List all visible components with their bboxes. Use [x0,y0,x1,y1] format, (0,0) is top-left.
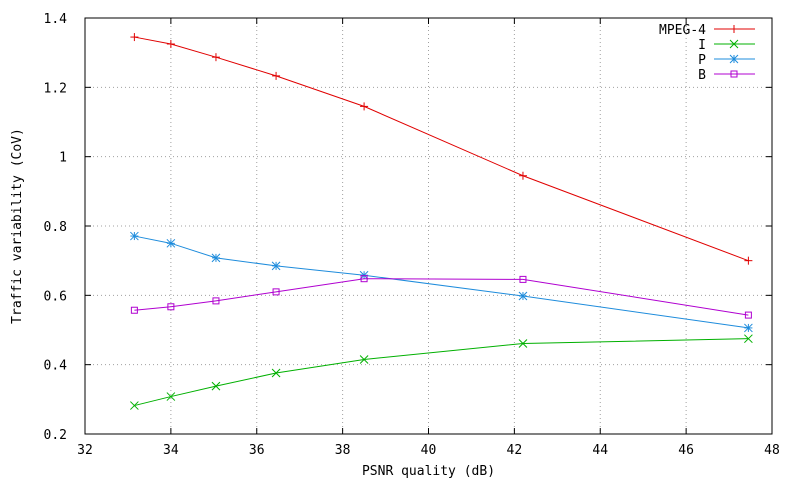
legend-label: MPEG-4 [659,23,706,38]
data-point [744,311,752,319]
legend-marker [729,39,739,49]
data-point [130,33,139,42]
data-point [519,275,527,283]
legend-marker [730,25,738,33]
data-point [166,392,176,401]
x-tick-label: 38 [335,443,351,458]
series-p [130,231,753,333]
data-point [360,275,368,283]
data-point [211,253,221,263]
data-point [130,306,138,314]
y-tick-label: 0.4 [44,359,68,374]
x-tick-label: 36 [249,443,265,458]
data-point [518,171,527,180]
data-point [211,381,221,391]
data-point [518,339,528,348]
y-tick-label: 0.8 [44,220,67,235]
y-tick-label: 1.4 [44,12,68,27]
data-point [744,334,753,344]
x-tick-label: 46 [678,443,694,458]
ticks: 32 34 36 38 40 42 44 46 48 0.2 0.4 0.6 0.8 1 1.2 1.4 [44,12,780,458]
legend-marker [729,54,739,64]
x-axis-title: PSNR quality (dB) [362,464,495,479]
series-i [130,334,753,410]
data-point [271,261,281,271]
data-point [211,53,220,62]
legend-label: I [698,38,706,53]
series-b [130,275,752,319]
data-point [744,323,753,333]
y-tick-label: 0.2 [44,428,67,443]
data-point [272,71,281,80]
y-tick-label: 0.6 [44,289,67,304]
series-layer [130,33,753,410]
x-tick-label: 42 [507,443,523,458]
data-point [167,303,175,311]
legend-marker [730,70,738,78]
data-point [272,288,280,296]
data-point [166,238,176,248]
data-point [744,256,753,265]
series-line [134,278,749,316]
data-point [130,401,139,410]
data-point [360,102,369,111]
data-point [130,231,139,241]
x-tick-label: 48 [764,443,780,458]
x-tick-label: 44 [592,443,608,458]
data-point [359,355,369,364]
x-tick-label: 40 [421,443,437,458]
x-tick-label: 34 [163,443,179,458]
data-point [518,291,528,301]
series-mpeg-4 [130,33,753,265]
y-axis-title: Traffic variability (CoV) [10,128,25,324]
legend-label: B [698,68,706,83]
data-point [166,40,175,48]
y-tick-label: 1.2 [44,81,67,96]
data-point [271,368,281,378]
legend-label: P [698,53,706,68]
x-tick-label: 32 [77,443,93,458]
y-tick-label: 1 [59,151,67,166]
data-point [212,297,220,305]
